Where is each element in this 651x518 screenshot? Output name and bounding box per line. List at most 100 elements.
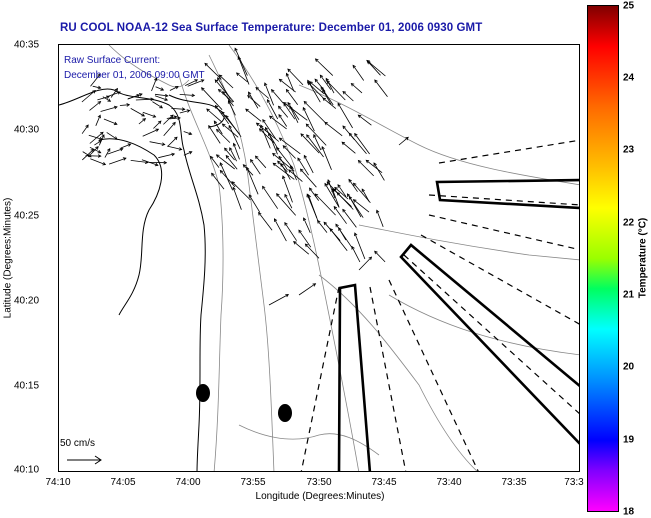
current-vector [306,123,327,146]
y-tick-label: 40:20 [14,295,40,307]
current-vector-head [214,104,219,109]
current-vector-head [270,88,275,93]
current-vector [279,78,296,93]
current-vector-head [177,116,181,120]
current-vector-head [288,169,292,173]
current-vector [81,124,89,134]
current-vector [130,160,148,163]
current-vector-head [201,87,205,91]
current-vector [246,167,259,195]
current-vector [208,125,221,144]
current-vector [354,232,366,260]
current-vector-head [276,193,280,197]
current-vector-head [285,72,290,77]
current-vector-head [214,79,219,83]
current-vector-head [266,98,271,103]
current-vector [163,114,174,125]
current-vector [315,58,334,76]
current-vector-head [285,294,290,298]
current-vector [214,79,235,103]
current-vector [361,188,370,202]
current-vector-head [282,175,286,180]
current-vector [282,145,296,159]
x-tick-label: 73:55 [240,477,266,488]
current-vector [276,193,296,216]
current-vector [248,194,261,213]
current-vector-head [326,181,331,186]
colorbar-label: Temperature (°C) [637,217,649,299]
current-vector-head [313,134,317,138]
y-tick-label: 40:10 [14,464,40,476]
current-vector [119,104,130,106]
current-vector [265,127,280,152]
current-vector-head [324,121,328,126]
current-vector-head [374,250,378,255]
current-vector [271,89,284,104]
current-vector [236,72,248,83]
current-vector-head [248,91,252,96]
current-vector [120,143,131,149]
current-vector-head [287,101,291,106]
current-vector [314,193,336,216]
current-vector-head [366,59,370,64]
current-vector-head [254,155,259,160]
current-vector-head [150,97,155,102]
current-vector-head [160,87,165,91]
current-vector-head [188,131,193,136]
current-vector [348,179,358,192]
current-vector-head [106,95,110,99]
current-vector [204,63,222,80]
current-vector [324,183,340,208]
current-vector-head [90,148,95,153]
current-vector-head [217,77,221,81]
current-vector-head [127,143,132,147]
current-vector-head [357,159,362,164]
current-vector-head [255,122,260,127]
current-vector-head [354,132,358,137]
current-vector [255,155,267,169]
current-vector [90,158,106,165]
current-vector [284,194,293,209]
x-tick-label: 73:35 [501,477,527,488]
current-vector [278,106,289,118]
current-vector-head [335,223,339,228]
current-vector-head [327,179,331,183]
current-vector-head [285,88,290,93]
current-vector [293,241,310,255]
current-vector [234,48,248,76]
current-vector-head [219,162,223,166]
current-vector [247,95,261,107]
current-vector [233,143,240,160]
current-vector-head [102,162,107,166]
current-vector [303,217,311,233]
current-vector-head [242,164,247,168]
y-tick-label: 40:15 [14,380,40,392]
current-vector-head [333,205,338,210]
current-vector [309,187,320,201]
current-vector-head [142,118,147,122]
current-vector-head [338,227,342,231]
dashed-line [438,139,579,164]
current-vector-head [325,77,330,82]
current-vector-head [97,85,102,90]
current-vector-head [217,88,222,93]
current-vector-head [172,121,176,126]
current-vector-head [352,199,357,203]
current-vector [284,222,297,241]
current-vector [352,65,365,81]
x-tick-label: 73:3 [564,477,584,488]
current-vector [89,101,101,111]
current-vector-head [373,162,377,167]
current-vector [305,243,320,259]
current-vector [303,101,326,123]
current-vector-head [246,166,250,171]
current-vector [151,78,157,92]
current-vector-head [101,134,105,138]
current-vector [279,137,301,155]
annotation-line2: December 01, 2006 09:00 GMT [64,70,205,81]
current-vector-head [188,151,193,155]
scale-arrow [67,455,102,465]
current-vector [373,162,385,181]
current-vector [342,91,354,102]
current-vector [218,89,234,103]
